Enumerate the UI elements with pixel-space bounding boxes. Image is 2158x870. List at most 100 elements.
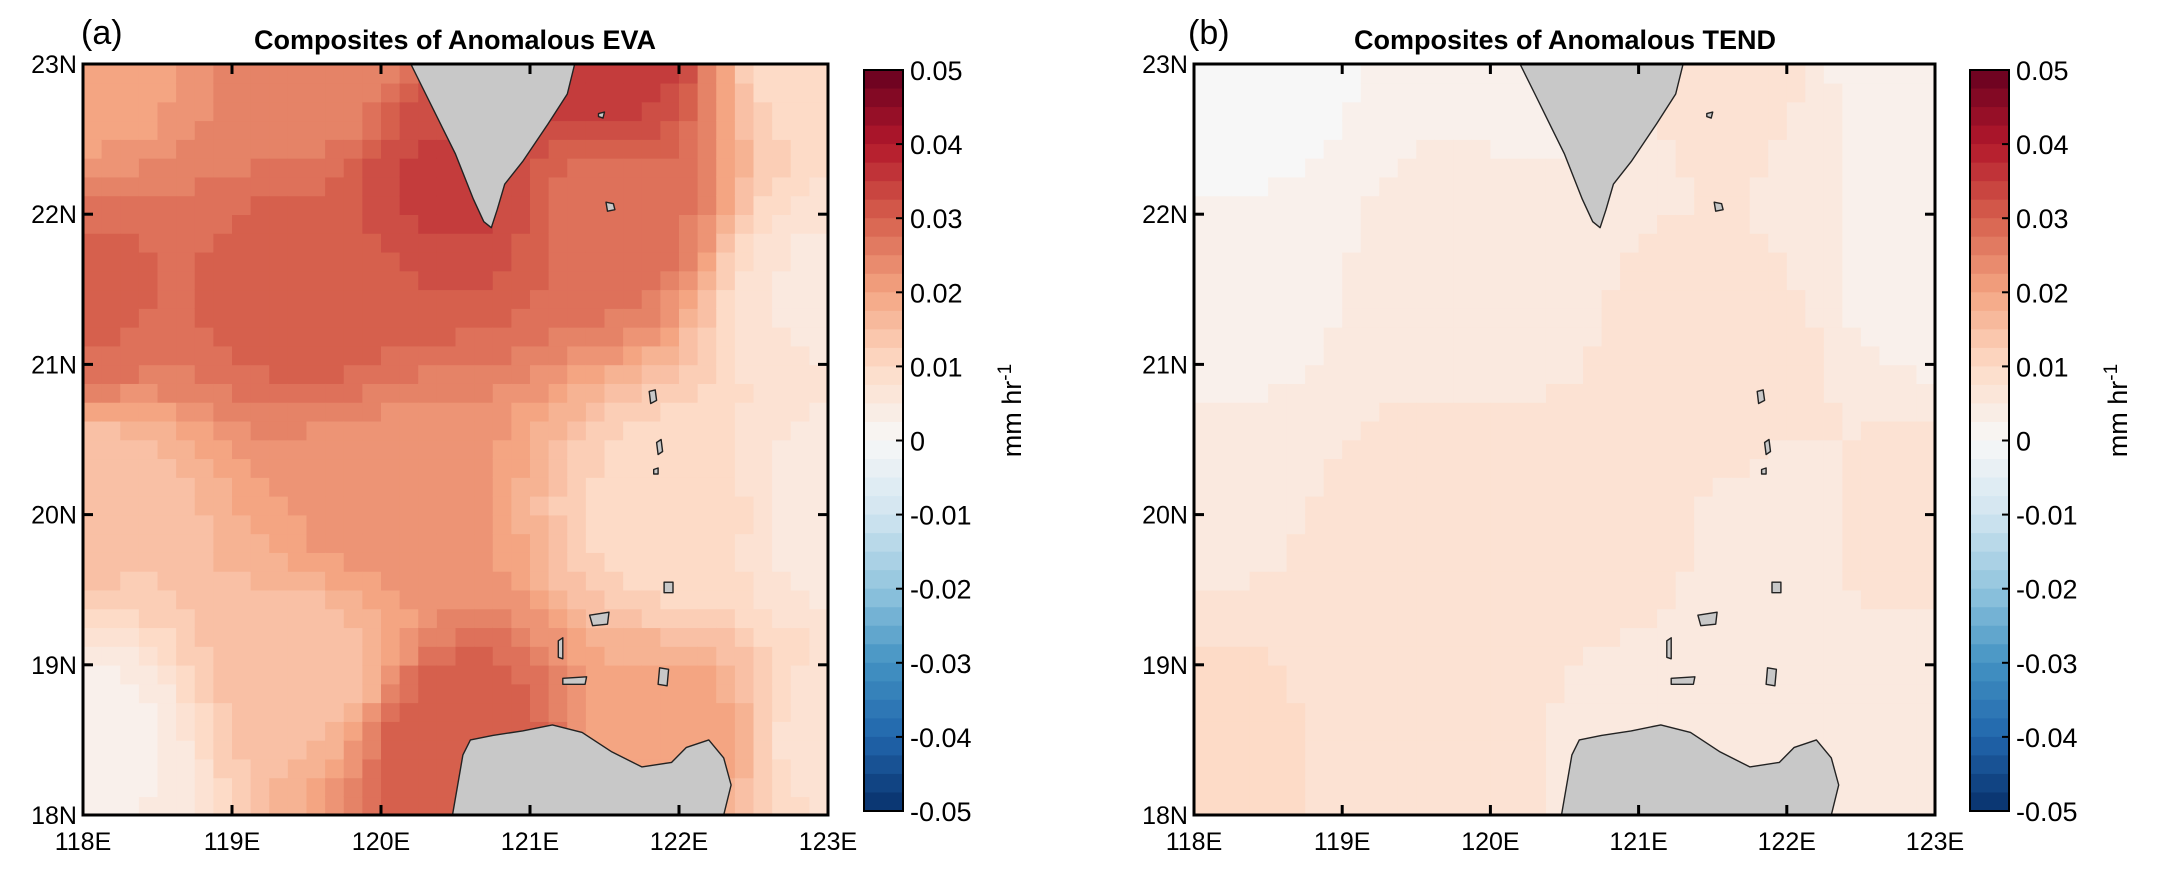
field-cell: [567, 552, 587, 572]
field-cell: [623, 721, 643, 741]
field-cell: [399, 251, 420, 272]
field-cell: [269, 608, 289, 629]
field-cell: [1434, 796, 1455, 815]
field-cell: [1638, 608, 1658, 629]
field-cell: [418, 646, 438, 666]
field-cell: [1860, 176, 1881, 197]
field-cell: [1490, 702, 1510, 722]
colorbar-band: [864, 107, 903, 127]
field-cell: [362, 326, 382, 347]
field-cell: [604, 139, 624, 159]
field-cell: [1731, 383, 1751, 403]
field-cell: [83, 308, 103, 328]
field-cell: [1786, 364, 1807, 384]
field-cell: [1397, 345, 1418, 366]
field-cell: [1490, 608, 1510, 629]
field-cell: [1397, 308, 1418, 328]
field-cell: [548, 157, 569, 178]
field-cell: [101, 458, 122, 478]
field-cell: [213, 289, 233, 309]
field-cell: [455, 702, 475, 722]
field-cell: [753, 739, 773, 760]
field-cell: [362, 232, 382, 253]
field-cell: [753, 608, 773, 629]
field-cell: [1268, 570, 1288, 591]
field-cell: [1249, 270, 1269, 291]
field-cell: [753, 477, 773, 497]
field-cell: [567, 82, 587, 103]
field-cell: [1471, 570, 1492, 591]
field-cell: [1879, 627, 1899, 647]
field-cell: [716, 401, 736, 422]
x-tick-label: 123E: [1906, 828, 1964, 856]
field-cell: [194, 364, 215, 384]
field-cell: [1638, 364, 1658, 384]
panel-label: (a): [81, 14, 123, 52]
field-cell: [1527, 758, 1547, 779]
colorbar-band: [1970, 477, 2009, 497]
field-cell: [511, 289, 531, 309]
field-cell: [232, 683, 252, 704]
field-cell: [641, 420, 662, 441]
field-cell: [1490, 157, 1510, 178]
field-cell: [623, 232, 643, 253]
field-cell: [530, 401, 550, 422]
field-cell: [399, 101, 420, 122]
field-cell: [1471, 458, 1492, 478]
field-cell: [753, 232, 773, 253]
field-cell: [101, 326, 122, 347]
x-tick-label: 122E: [650, 828, 708, 856]
field-cell: [306, 120, 326, 140]
field-cell: [455, 533, 475, 553]
field-cell: [1416, 364, 1436, 384]
field-cell: [101, 627, 122, 647]
field-cell: [585, 195, 606, 215]
field-cell: [138, 683, 159, 704]
field-cell: [1860, 64, 1881, 84]
field-cell: [1249, 608, 1269, 629]
field-cell: [604, 64, 624, 84]
field-cell: [138, 308, 159, 328]
field-cell: [1749, 270, 1770, 291]
field-cell: [1397, 420, 1418, 441]
field-cell: [1712, 401, 1733, 422]
field-cell: [269, 308, 289, 328]
field-cell: [660, 251, 680, 272]
field-cell: [1249, 326, 1269, 347]
field-cell: [1675, 702, 1695, 722]
field-cell: [101, 439, 122, 460]
field-cell: [269, 345, 289, 366]
field-cell: [530, 195, 550, 215]
field-cell: [418, 477, 438, 497]
field-cell: [1842, 796, 1862, 815]
field-cell: [1212, 139, 1232, 159]
field-cell: [1397, 139, 1418, 159]
field-cell: [697, 646, 718, 666]
field-cell: [1286, 664, 1306, 685]
field-cell: [194, 270, 215, 291]
field-cell: [1286, 552, 1306, 572]
field-cell: [474, 552, 494, 572]
field-cell: [232, 627, 252, 647]
field-cell: [1823, 589, 1844, 610]
field-cell: [1712, 176, 1733, 197]
field-cell: [772, 495, 792, 516]
field-cell: [734, 570, 755, 591]
field-cell: [306, 721, 326, 741]
field-cell: [399, 439, 420, 460]
field-cell: [138, 721, 159, 741]
field-cell: [1434, 214, 1455, 234]
babuyan-claro-island: [1771, 581, 1782, 594]
field-cell: [362, 533, 382, 553]
field-cell: [1823, 214, 1844, 234]
field-cell: [1768, 439, 1788, 460]
field-cell: [641, 251, 662, 272]
field-cell: [660, 214, 680, 234]
field-cell: [362, 383, 382, 403]
field-cell: [232, 82, 252, 103]
field-cell: [1434, 739, 1455, 760]
field-cell: [1731, 439, 1751, 460]
field-cell: [436, 176, 457, 197]
field-cell: [1916, 157, 1935, 178]
field-cell: [1194, 495, 1214, 516]
